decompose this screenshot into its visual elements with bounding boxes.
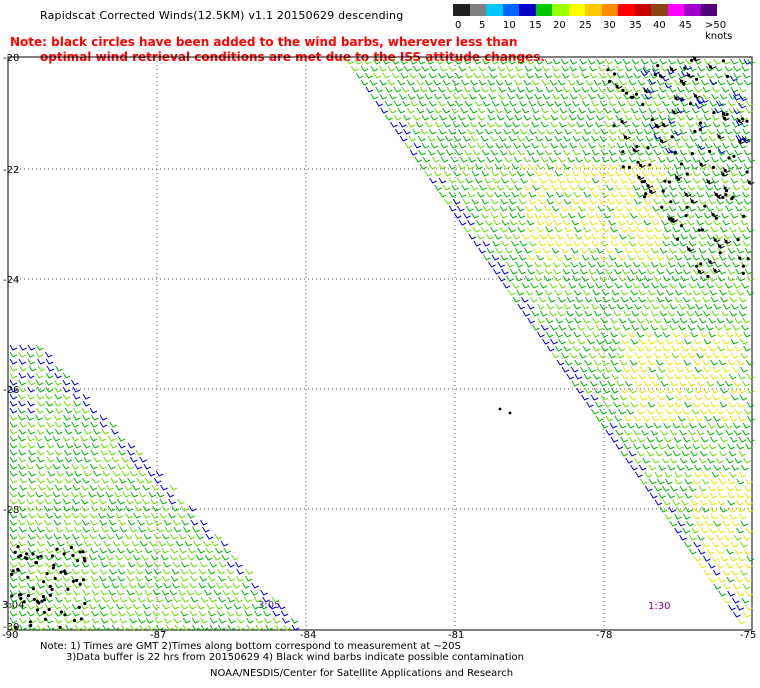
- wind-barbs-main-swath: [345, 58, 755, 625]
- footer-note-line-2: 3)Data buffer is 22 hrs from 20150629 4)…: [66, 652, 524, 663]
- legend-swatch: [634, 4, 651, 16]
- legend-label: >50 knots: [705, 20, 733, 42]
- legend-swatch: [535, 4, 552, 16]
- wind-barbs-left-swath: [9, 344, 300, 631]
- footer-note-line-1: Note: 1) Times are GMT 2)Times along bot…: [40, 641, 461, 652]
- legend-swatch: [684, 4, 701, 16]
- map-title: Rapidscat Corrected Winds(12.5KM) v1.1 2…: [40, 9, 404, 22]
- longitude-tick-label: -75: [740, 630, 756, 641]
- longitude-tick-label: -81: [448, 630, 464, 641]
- latitude-tick-label: -22: [3, 165, 19, 176]
- legend-label: 45: [679, 20, 692, 31]
- legend-label: 30: [603, 20, 616, 31]
- legend-label: 40: [653, 20, 666, 31]
- swath-time-label: 3:04: [2, 600, 24, 611]
- legend-swatch: [601, 4, 618, 16]
- contamination-markers: [606, 55, 755, 279]
- legend-swatch: [552, 4, 569, 16]
- legend-swatch: [486, 4, 503, 16]
- contamination-markers-left: [10, 545, 87, 630]
- legend-label: 5: [479, 20, 486, 31]
- legend-swatch: [618, 4, 635, 16]
- legend-label: 20: [553, 20, 566, 31]
- latitude-tick-label: -24: [3, 275, 19, 286]
- legend-swatch: [568, 4, 585, 16]
- legend-label: 0: [455, 20, 462, 31]
- attitude-note-line-1: Note: black circles have been added to t…: [10, 35, 518, 49]
- longitude-tick-label: -78: [596, 630, 612, 641]
- legend-swatch: [453, 4, 470, 16]
- legend-swatch: [667, 4, 684, 16]
- legend-swatch: [651, 4, 668, 16]
- legend-label: 10: [503, 20, 516, 31]
- legend-label: 25: [579, 20, 592, 31]
- legend-swatch: [469, 4, 486, 16]
- legend-swatch: [519, 4, 536, 16]
- legend-label: 35: [629, 20, 642, 31]
- map-frame: [7, 56, 753, 631]
- latitude-tick-label: -26: [3, 385, 19, 396]
- isolated-marker: [498, 407, 502, 411]
- longitude-tick-label: -90: [2, 630, 18, 641]
- latitude-tick-label: -20: [3, 53, 19, 64]
- footer-credit: NOAA/NESDIS/Center for Satellite Applica…: [210, 668, 514, 679]
- legend-swatch: [700, 4, 717, 16]
- wind-speed-legend: [453, 4, 717, 16]
- legend-swatch: [585, 4, 602, 16]
- swath-time-label: 3:05: [258, 600, 280, 611]
- wind-speed-legend-labels: 0 5 10 15 20 25 30 35 40 45 >50 knots: [453, 20, 753, 42]
- longitude-tick-label: -84: [300, 630, 316, 641]
- latitude-tick-label: -28: [3, 505, 19, 516]
- longitude-tick-label: -87: [150, 630, 166, 641]
- isolated-marker: [508, 411, 512, 415]
- legend-swatch: [502, 4, 519, 16]
- legend-label: 15: [529, 20, 542, 31]
- swath-time-label: 1:30: [648, 601, 670, 612]
